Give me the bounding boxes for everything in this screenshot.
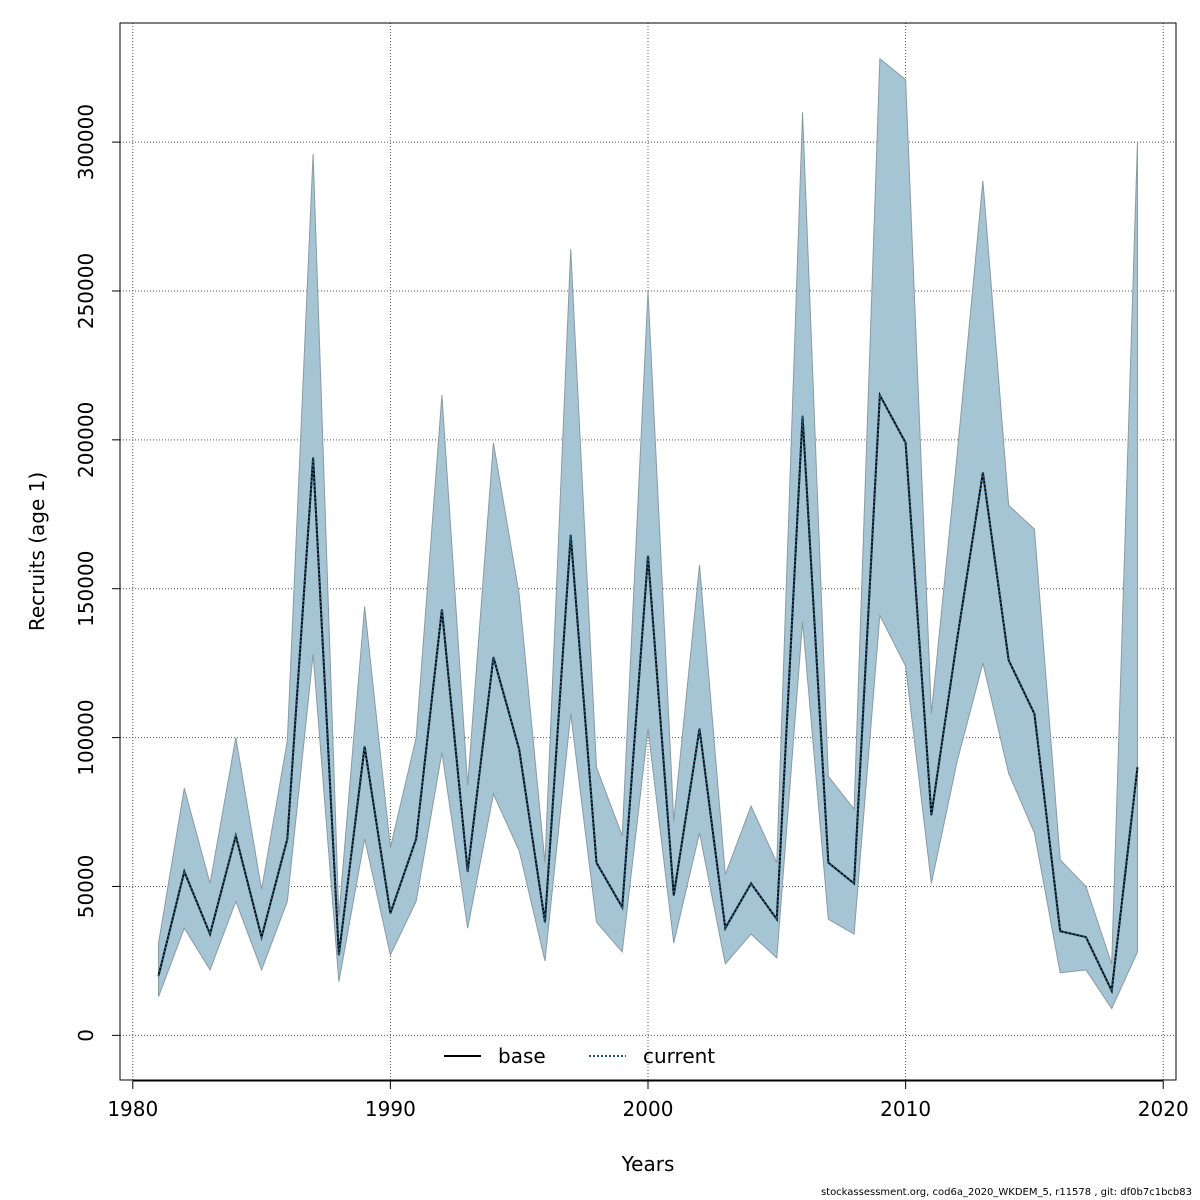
- x-axis: 1980 1990 2000 2010 2020: [107, 1080, 1189, 1121]
- data-point-current-2013: [982, 471, 984, 474]
- legend-label-base: base: [498, 1044, 546, 1068]
- y-axis-label: Recruits (age 1): [25, 472, 49, 631]
- data-point-current-2006: [801, 415, 804, 417]
- series-lines: [157, 391, 1139, 995]
- data-point-current-1984: [235, 835, 237, 837]
- data-point-current-1987: [312, 457, 314, 459]
- confidence-band-area: [158, 57, 1138, 1010]
- data-point-current-2000: [647, 555, 649, 557]
- confidence-band: [158, 57, 1138, 1010]
- data-point-current-2012: [956, 638, 958, 640]
- data-point-current-1993: [467, 870, 469, 873]
- y-tick-label-0: 0: [74, 1029, 98, 1042]
- legend-label-current: current: [643, 1044, 715, 1068]
- data-point-current-1995: [518, 748, 520, 751]
- data-point-current-2011: [930, 814, 932, 816]
- y-tick-label-300000: 300000: [74, 104, 98, 180]
- data-point-current-1990: [389, 912, 391, 914]
- data-point-current-2004: [750, 882, 752, 885]
- data-point-current-2007: [827, 862, 829, 864]
- data-point-current-2015: [1033, 713, 1036, 715]
- x-tick-label-1980: 1980: [107, 1097, 158, 1121]
- y-tick-label-150000: 150000: [74, 551, 98, 627]
- data-point-current-1982: [183, 870, 185, 873]
- y-tick-label-250000: 250000: [74, 253, 98, 329]
- footer-credit: stockassessment.org, cod6a_2020_WKDEM_5,…: [820, 1187, 1192, 1198]
- data-point-current-2010: [905, 442, 907, 444]
- data-point-current-1997: [570, 534, 572, 536]
- data-point-current-1986: [286, 838, 288, 840]
- data-point-current-1996: [544, 921, 546, 923]
- x-axis-label: Years: [621, 1152, 675, 1176]
- data-point-current-2014: [1008, 659, 1010, 661]
- x-tick-label-1990: 1990: [365, 1097, 416, 1121]
- data-point-current-2003: [724, 927, 726, 929]
- data-point-current-2001: [673, 894, 675, 896]
- data-point-current-1989: [364, 745, 366, 748]
- x-tick-label-2020: 2020: [1138, 1097, 1189, 1121]
- data-point-current-1992: [441, 608, 443, 611]
- data-point-current-2018: [1111, 990, 1113, 992]
- legend: base current: [444, 1044, 715, 1068]
- data-point-current-2005: [776, 918, 778, 920]
- y-tick-label-100000: 100000: [74, 699, 98, 775]
- data-point-current-2002: [698, 728, 701, 730]
- data-point-current-2009: [879, 394, 881, 396]
- data-point-current-2017: [1085, 936, 1087, 938]
- data-point-current-1981: [157, 975, 160, 977]
- data-point-current-2019: [1136, 766, 1139, 768]
- y-tick-label-50000: 50000: [74, 855, 98, 919]
- data-point-current-1985: [260, 936, 263, 938]
- x-tick-label-2000: 2000: [623, 1097, 674, 1121]
- data-point-current-2016: [1059, 930, 1061, 932]
- data-point-current-1983: [209, 933, 211, 935]
- x-tick-label-2010: 2010: [880, 1097, 931, 1121]
- data-point-current-1991: [415, 838, 417, 840]
- data-point-current-1998: [595, 862, 598, 864]
- data-point-current-1994: [492, 656, 495, 658]
- y-axis: 0 50000 100000 150000 200000 250000 300000: [74, 104, 121, 1042]
- data-point-current-1988: [338, 954, 340, 956]
- data-point-current-2008: [853, 882, 855, 885]
- y-tick-label-200000: 200000: [74, 402, 98, 478]
- data-point-current-1999: [621, 906, 623, 908]
